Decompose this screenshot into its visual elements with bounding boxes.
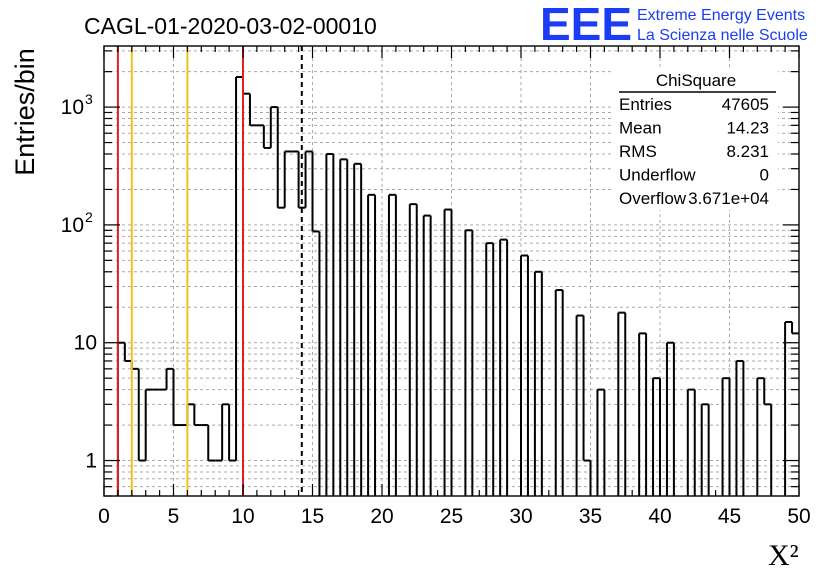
y-tick-label: 10 (61, 96, 84, 119)
stats-value: 3.671e+04 (688, 189, 769, 208)
x-tick-label: 30 (509, 505, 532, 528)
eee-logo: EEE Extreme Energy Events La Scienza nel… (540, 0, 808, 50)
logo-line-1: Extreme Energy Events (637, 7, 805, 24)
y-axis-label: Entries/bin (10, 48, 40, 176)
x-tick-label: 50 (787, 505, 810, 528)
x-tick-label: 45 (718, 505, 741, 528)
stats-box-background (614, 70, 778, 210)
chart-title: CAGL-01-2020-03-02-00010 (84, 13, 377, 39)
y-tick-label: 10 (74, 332, 97, 355)
x-axis: 0 5 10 15 20 25 30 35 40 45 50 (98, 46, 811, 528)
logo-line-2: La Scienza nelle Scuole (637, 27, 808, 44)
stats-label: Underflow (619, 166, 696, 185)
x-tick-label: 5 (168, 505, 180, 528)
x-tick-label: 35 (579, 505, 602, 528)
stats-label: Mean (619, 119, 662, 138)
x-tick-label: 0 (98, 505, 110, 528)
stats-box: ChiSquare Entries 47605 Mean 14.23 RMS 8.231 U… (614, 70, 778, 210)
stats-value: 47605 (722, 95, 769, 114)
y-tick-exponent: 3 (85, 91, 93, 107)
stats-value: 8.231 (726, 142, 769, 161)
x-tick-label: 40 (648, 505, 671, 528)
y-tick-label: 10 (61, 214, 84, 237)
stats-value: 0 (760, 166, 769, 185)
stats-label: Entries (619, 95, 672, 114)
x-tick-label: 25 (440, 505, 463, 528)
stats-label: Overflow (619, 189, 687, 208)
x-tick-label: 10 (231, 505, 254, 528)
x-axis-label: X² (768, 539, 799, 572)
stats-box-title: ChiSquare (656, 71, 736, 90)
x-tick-label: 15 (301, 505, 324, 528)
stats-value: 14.23 (726, 119, 769, 138)
grid (104, 46, 799, 496)
y-tick-exponent: 2 (85, 209, 93, 225)
reference-lines (116, 46, 303, 496)
y-tick-label: 1 (85, 450, 97, 473)
logo-mark: EEE (540, 0, 632, 50)
x-tick-label: 20 (370, 505, 393, 528)
stats-label: RMS (619, 142, 657, 161)
